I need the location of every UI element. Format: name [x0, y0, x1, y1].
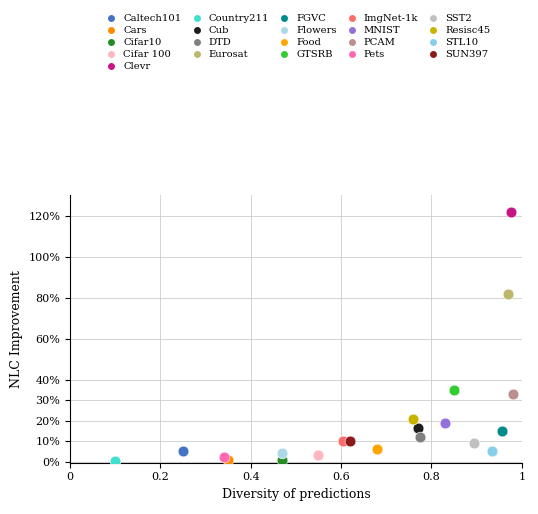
Point [504, 289, 513, 298]
Point [314, 451, 323, 460]
Point [409, 414, 417, 423]
X-axis label: Diversity of predictions: Diversity of predictions [222, 488, 370, 501]
Point [470, 439, 479, 447]
Point [508, 390, 517, 398]
Point [111, 456, 119, 465]
Point [224, 455, 232, 464]
Point [416, 433, 424, 441]
Point [346, 437, 355, 445]
Point [441, 418, 449, 427]
Point [339, 437, 348, 445]
Legend: Caltech101, Cars, Cifar10, Cifar 100, Clevr, Country211, Cub, DTD, Eurosat, FGVC: Caltech101, Cars, Cifar10, Cifar 100, Cl… [97, 10, 494, 75]
Y-axis label: NLC Improvement: NLC Improvement [10, 270, 23, 388]
Point [450, 386, 458, 394]
Point [278, 455, 287, 464]
Point [506, 208, 515, 216]
Point [278, 449, 287, 457]
Point [488, 447, 497, 455]
Point [414, 424, 422, 432]
Point [220, 453, 228, 462]
Point [179, 447, 187, 455]
Point [497, 427, 506, 435]
Point [373, 445, 381, 453]
